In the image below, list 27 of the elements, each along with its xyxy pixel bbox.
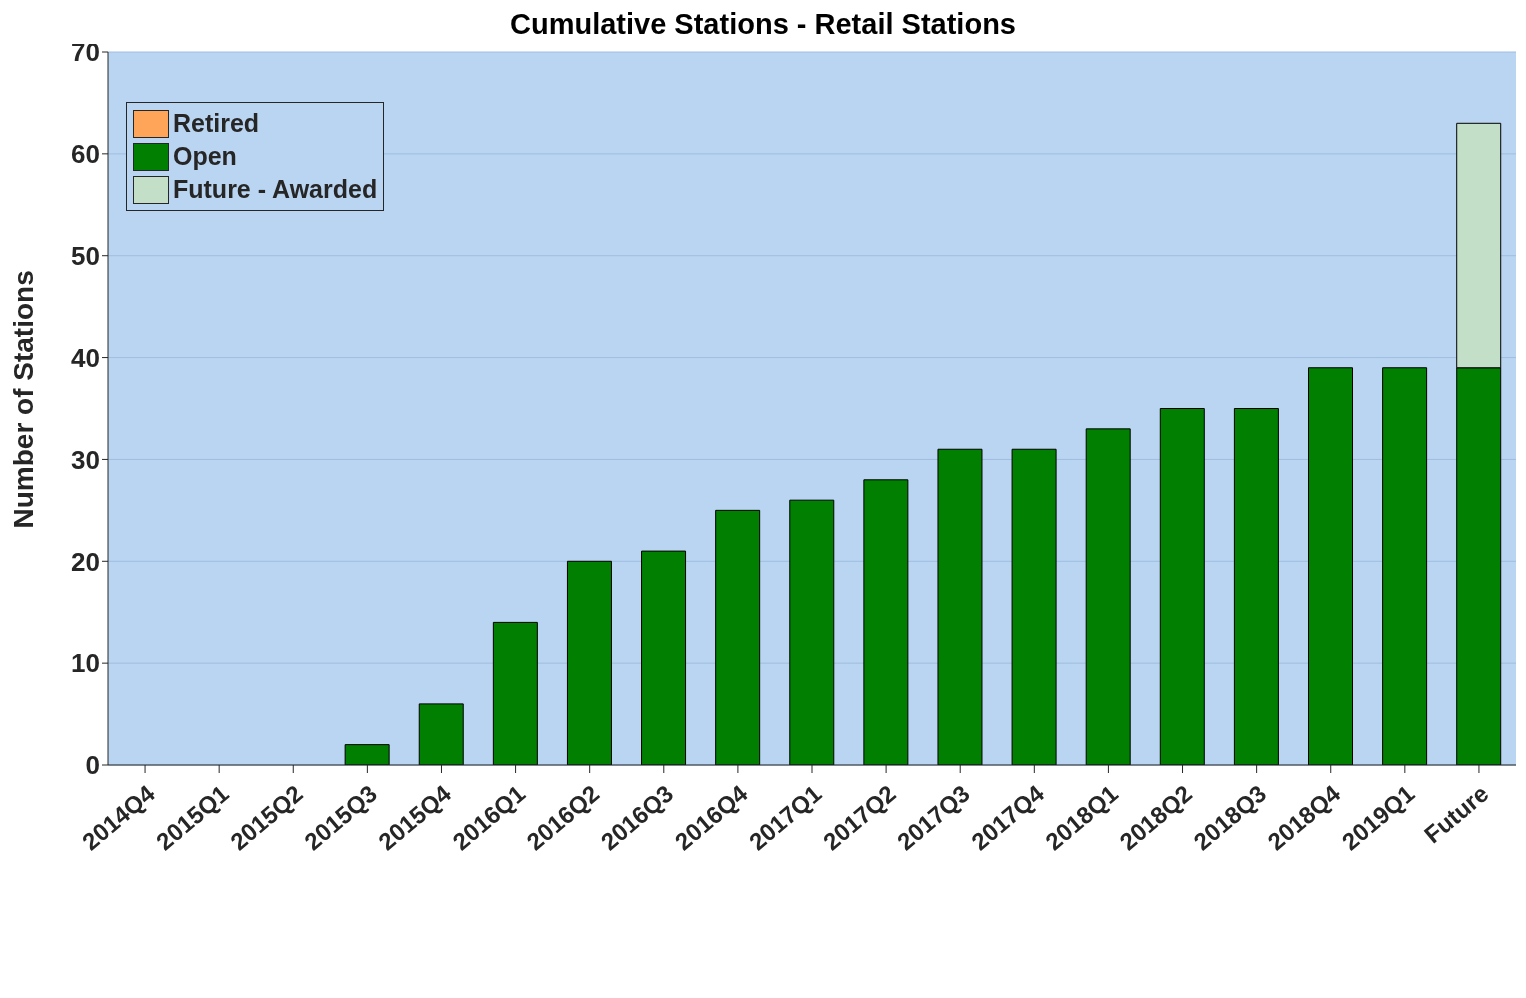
y-tick-label: 10	[71, 648, 100, 679]
bar	[1011, 448, 1057, 765]
chart-title: Cumulative Stations - Retail Stations	[510, 8, 1016, 40]
bar	[1085, 428, 1131, 765]
bar	[492, 621, 538, 765]
bar	[1308, 367, 1354, 765]
bar	[1382, 367, 1428, 765]
bar	[715, 509, 761, 765]
y-axis-title: Number of Stations	[7, 270, 39, 529]
bar	[641, 550, 687, 765]
y-tick-label: 0	[85, 750, 100, 781]
legend-label: Future - Awarded	[173, 175, 378, 204]
bar	[789, 499, 835, 765]
y-tick-label: 50	[71, 240, 100, 271]
y-tick-label: 20	[71, 546, 100, 577]
bar	[344, 744, 390, 765]
y-tick-label: 40	[71, 342, 100, 373]
bar	[1233, 408, 1279, 765]
bar	[1159, 408, 1205, 765]
y-tick-label: 60	[71, 139, 100, 170]
legend-label: Open	[173, 142, 237, 171]
bar	[863, 479, 909, 765]
y-tick-label: 30	[71, 444, 100, 475]
legend-label: Retired	[173, 109, 260, 138]
bar	[566, 560, 612, 765]
bar	[937, 448, 983, 765]
bar	[418, 703, 464, 765]
